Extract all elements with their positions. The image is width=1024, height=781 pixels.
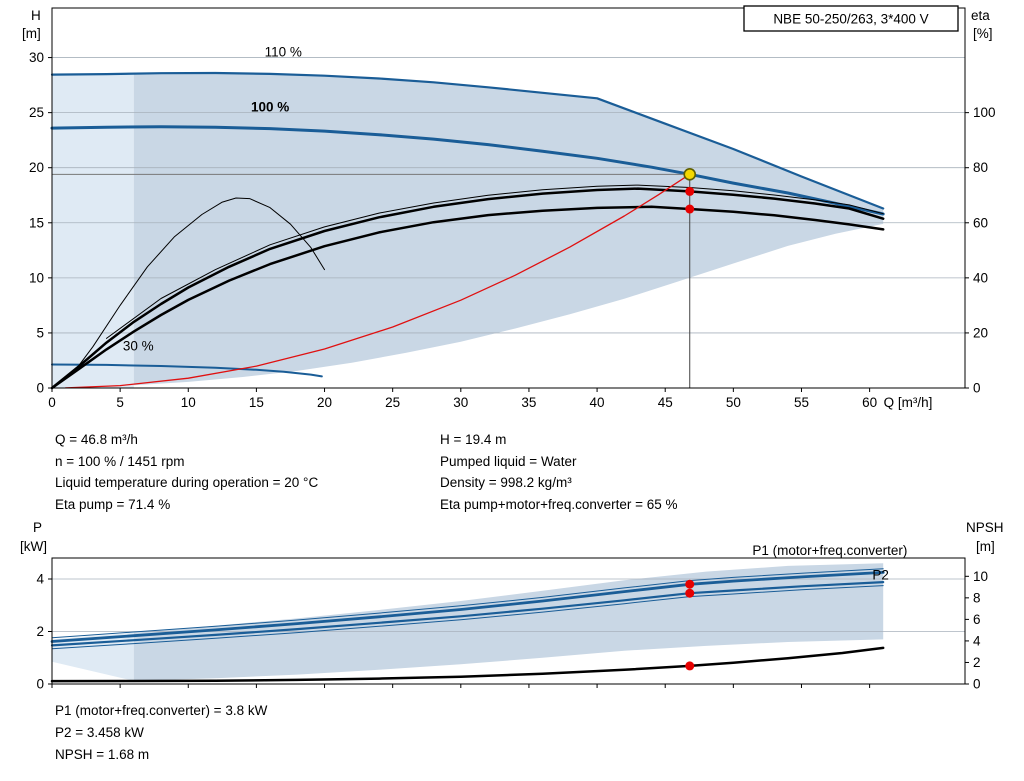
p2-point [685,588,695,598]
label-p2: P2 [872,568,889,583]
label-30pct: 30 % [123,339,154,354]
y-right-tick-label: 100 [973,105,996,120]
x-tick-label: 45 [658,395,673,410]
y-right-tick-label: 2 [973,655,981,670]
y-right-tick-label: 6 [973,612,981,627]
label-100pct: 100 % [251,100,289,115]
y-left-tick-label: 5 [36,325,44,340]
x-tick-label: 25 [385,395,400,410]
power-envelope [133,563,884,681]
system-control-curve [64,173,691,389]
eta-pump-tolerance-curve [106,184,884,339]
npsh-point [685,661,695,671]
x-tick-label: 35 [521,395,536,410]
info-p2: P2 = 3.458 kW [55,725,144,740]
y-left-tick-label: 0 [36,381,44,396]
x-tick-label: 0 [48,395,56,410]
info-p1: P1 (motor+freq.converter) = 3.8 kW [55,703,268,718]
info-npsh: NPSH = 1.68 m [55,747,150,762]
y-left-axis-label: [kW] [20,539,47,554]
duty-point-marker [683,168,697,181]
p1-tolerance-curve [51,568,884,639]
npsh-curve [50,646,885,683]
operating-envelope [133,73,884,386]
eta-reduced-speed-curve [71,197,325,375]
y-left-tick-label: 20 [29,160,44,175]
info-density: Density = 998.2 kg/m³ [440,475,572,490]
info-eta-pump: Eta pump = 71.4 % [55,496,171,512]
y-right-tick-label: 80 [973,160,988,175]
pump-type-title: NBE 50-250/263, 3*400 V [773,12,928,27]
y-left-axis-label: P [33,520,42,535]
x-tick-label: 30 [453,395,468,410]
p1-point [685,579,695,589]
y-right-tick-label: 4 [973,633,981,648]
info-flow: Q = 46.8 m³/h [55,432,138,447]
power-npsh-chart: 0 2 4 0 2 4 6 8 10 P [kW] NPSH [m] P1 (motor+freq.con… [20,520,1004,692]
y-left-tick-label: 25 [29,105,44,120]
plot-border [51,557,966,685]
eta-pump-curve [50,187,885,390]
y-right-axis-label: NPSH [966,520,1004,535]
x-tick-label: 20 [317,395,332,410]
x-tick-label: 40 [590,395,605,410]
hq-eta-chart: 0 5 10 15 20 25 30 35 40 45 50 55 60 0 5 10 15 20 25 30 0 20 4… [22,5,996,410]
plot-border [51,7,966,389]
p1-curve [50,571,885,643]
y-left-tick-label: 0 [36,677,44,692]
info-eta-total: Eta pump+motor+freq.converter = 65 % [440,496,678,512]
y-right-axis-label: [m] [976,539,995,554]
x-tick-label: 10 [181,395,196,410]
x-tick-label: 55 [794,395,809,410]
x-tick-label: 60 [862,395,877,410]
info-pumped-liquid: Pumped liquid = Water [440,453,577,469]
info-speed: n = 100 % / 1451 rpm [55,453,185,469]
info-liquid-temperature: Liquid temperature during operation = 20… [55,475,319,490]
y-left-tick-label: 2 [36,624,44,639]
x-axis-label: Q [m³/h] [884,395,933,410]
eta-pump-point [685,186,695,196]
y-right-tick-label: 0 [973,381,981,396]
curve-30pct [51,363,323,378]
x-tick-label: 15 [249,395,264,410]
y-right-axis-label: eta [971,8,990,23]
x-tick-label: 50 [726,395,741,410]
pump-type-box [743,5,959,32]
label-110pct: 110 % [265,44,302,59]
p2-tolerance-curve [51,585,884,650]
y-left-tick-label: 4 [36,572,44,587]
x-tick-label: 5 [116,395,124,410]
y-right-tick-label: 8 [973,590,981,605]
y-left-tick-label: 15 [29,215,44,230]
curve-100pct [50,125,885,216]
y-right-tick-label: 60 [973,215,988,230]
duty-info-block: Q = 46.8 m³/h n = 100 % / 1451 rpm Liqui… [55,429,965,524]
y-left-axis-label: [m] [22,26,41,41]
envelope-low-flow [52,73,134,388]
duty-info-right-column: H = 19.4 m Pumped liquid = Water Density… [440,429,678,515]
y-right-tick-label: 20 [973,325,988,340]
y-left-tick-label: 30 [29,50,44,65]
duty-info-left-column: Q = 46.8 m³/h n = 100 % / 1451 rpm Liqui… [55,429,318,515]
y-right-tick-label: 0 [973,677,981,692]
y-right-tick-label: 10 [973,569,988,584]
eta-total-point [685,204,695,214]
y-right-axis-label: [%] [973,26,993,41]
y-right-tick-label: 40 [973,270,988,285]
power-info-block: P1 (motor+freq.converter) = 3.8 kW P2 = … [55,700,267,766]
y-left-axis-label: H [31,8,41,23]
info-head: H = 19.4 m [440,432,507,447]
label-p1: P1 (motor+freq.converter) [752,543,907,558]
curve-110pct [50,71,885,210]
eta-total-curve [50,205,885,390]
p2-curve [50,580,885,647]
y-left-tick-label: 10 [29,270,44,285]
